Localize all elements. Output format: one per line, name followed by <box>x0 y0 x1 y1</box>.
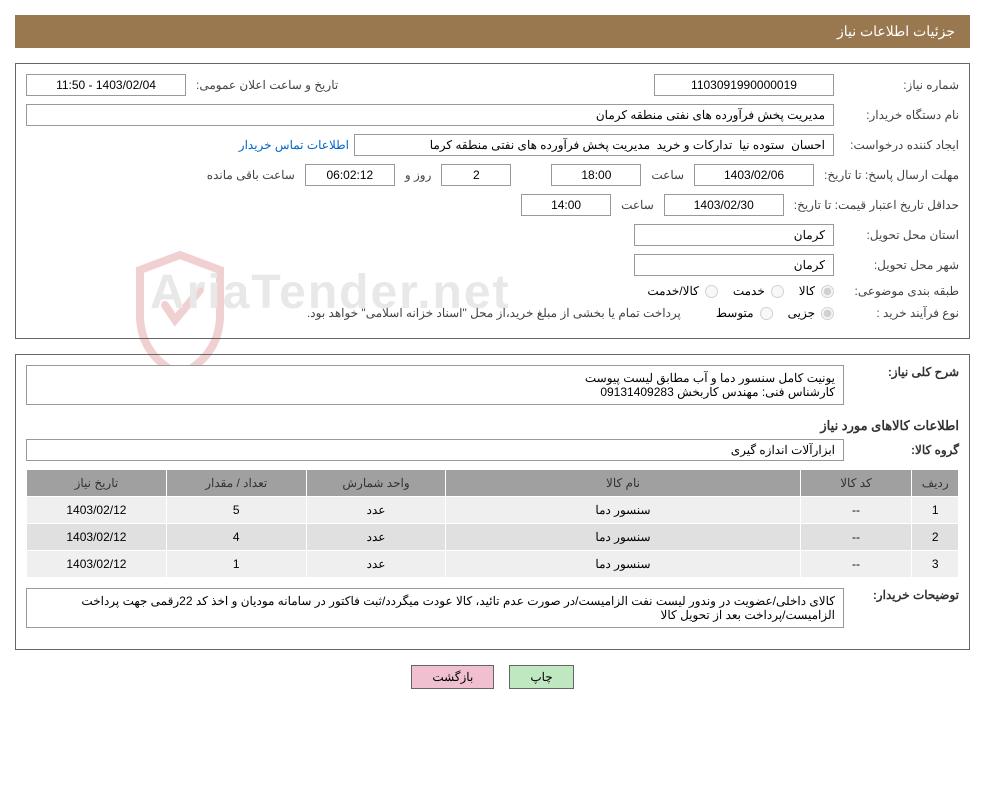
payment-note: پرداخت تمام یا بخشی از مبلغ خرید،از محل … <box>302 306 686 320</box>
time-remaining-field <box>305 164 395 186</box>
table-row: 1--سنسور دماعدد51403/02/12 <box>27 497 959 524</box>
need-info-section: شماره نیاز: تاریخ و ساعت اعلان عمومی: نا… <box>15 63 970 339</box>
items-table: ردیفکد کالانام کالاواحد شمارشتعداد / مقد… <box>26 469 959 578</box>
purchase-partial-label: جزیی <box>788 306 815 320</box>
table-cell: 1 <box>166 551 306 578</box>
group-field <box>26 439 844 461</box>
table-cell: 1403/02/12 <box>27 551 167 578</box>
buttons-row: چاپ بازگشت <box>15 665 970 689</box>
table-cell: سنسور دما <box>446 524 800 551</box>
table-cell: 1 <box>912 497 959 524</box>
table-cell: عدد <box>306 551 446 578</box>
purchase-type-radio-group: جزیی متوسط <box>716 306 834 320</box>
table-header-cell: تاریخ نیاز <box>27 470 167 497</box>
delivery-city-field <box>634 254 834 276</box>
category-label: طبقه بندی موضوعی: <box>839 284 959 298</box>
requester-field <box>354 134 834 156</box>
purchase-medium-label: متوسط <box>716 306 754 320</box>
requester-label: ایجاد کننده درخواست: <box>839 138 959 152</box>
category-service-radio <box>771 285 784 298</box>
need-desc-field <box>26 365 844 405</box>
buyer-org-field <box>26 104 834 126</box>
validity-time-label: ساعت <box>616 198 659 212</box>
table-row: 2--سنسور دماعدد41403/02/12 <box>27 524 959 551</box>
category-service-label: خدمت <box>733 284 765 298</box>
category-both-radio <box>705 285 718 298</box>
table-cell: سنسور دما <box>446 551 800 578</box>
need-desc-label: شرح کلی نیاز: <box>849 365 959 379</box>
table-header-cell: نام کالا <box>446 470 800 497</box>
deadline-time-label: ساعت <box>646 168 689 182</box>
table-header-cell: ردیف <box>912 470 959 497</box>
delivery-city-label: شهر محل تحویل: <box>839 258 959 272</box>
table-cell: عدد <box>306 524 446 551</box>
category-goods-label: کالا <box>799 284 815 298</box>
table-header-cell: کد کالا <box>800 470 912 497</box>
need-number-label: شماره نیاز: <box>839 78 959 92</box>
deadline-label: مهلت ارسال پاسخ: تا تاریخ: <box>819 168 959 182</box>
deadline-time-field <box>551 164 641 186</box>
table-header-cell: واحد شمارش <box>306 470 446 497</box>
announce-date-field <box>26 74 186 96</box>
purchase-medium-radio <box>760 307 773 320</box>
category-both-label: کالا/خدمت <box>647 284 698 298</box>
contact-link[interactable]: اطلاعات تماس خریدار <box>239 138 349 152</box>
table-cell: -- <box>800 551 912 578</box>
description-section: شرح کلی نیاز: اطلاعات کالاهای مورد نیاز … <box>15 354 970 650</box>
group-label: گروه کالا: <box>849 443 959 457</box>
table-header-cell: تعداد / مقدار <box>166 470 306 497</box>
announce-date-label: تاریخ و ساعت اعلان عمومی: <box>191 78 343 92</box>
table-cell: -- <box>800 497 912 524</box>
print-button[interactable]: چاپ <box>509 665 573 689</box>
days-and-label: روز و <box>400 168 437 182</box>
delivery-province-field <box>634 224 834 246</box>
back-button[interactable]: بازگشت <box>411 665 494 689</box>
table-cell: 3 <box>912 551 959 578</box>
buyer-notes-field <box>26 588 844 628</box>
validity-date-field <box>664 194 784 216</box>
buyer-org-label: نام دستگاه خریدار: <box>839 108 959 122</box>
table-cell: 1403/02/12 <box>27 497 167 524</box>
page-title: جزئیات اطلاعات نیاز <box>837 23 955 39</box>
table-cell: 2 <box>912 524 959 551</box>
category-radio-group: کالا خدمت کالا/خدمت <box>647 284 834 298</box>
purchase-partial-radio <box>821 307 834 320</box>
deadline-date-field <box>694 164 814 186</box>
table-cell: سنسور دما <box>446 497 800 524</box>
items-section-title: اطلاعات کالاهای مورد نیاز <box>26 418 959 434</box>
need-number-field <box>654 74 834 96</box>
days-remaining-field <box>441 164 511 186</box>
page-header: جزئیات اطلاعات نیاز <box>15 15 970 48</box>
purchase-type-label: نوع فرآیند خرید : <box>839 306 959 320</box>
delivery-province-label: استان محل تحویل: <box>839 228 959 242</box>
category-goods-radio <box>821 285 834 298</box>
table-row: 3--سنسور دماعدد11403/02/12 <box>27 551 959 578</box>
table-cell: 1403/02/12 <box>27 524 167 551</box>
remaining-label: ساعت باقی مانده <box>202 168 300 182</box>
table-cell: عدد <box>306 497 446 524</box>
validity-time-field <box>521 194 611 216</box>
validity-label: حداقل تاریخ اعتبار قیمت: تا تاریخ: <box>789 198 959 212</box>
buyer-notes-label: توضیحات خریدار: <box>849 588 959 602</box>
table-cell: 5 <box>166 497 306 524</box>
table-cell: 4 <box>166 524 306 551</box>
table-cell: -- <box>800 524 912 551</box>
